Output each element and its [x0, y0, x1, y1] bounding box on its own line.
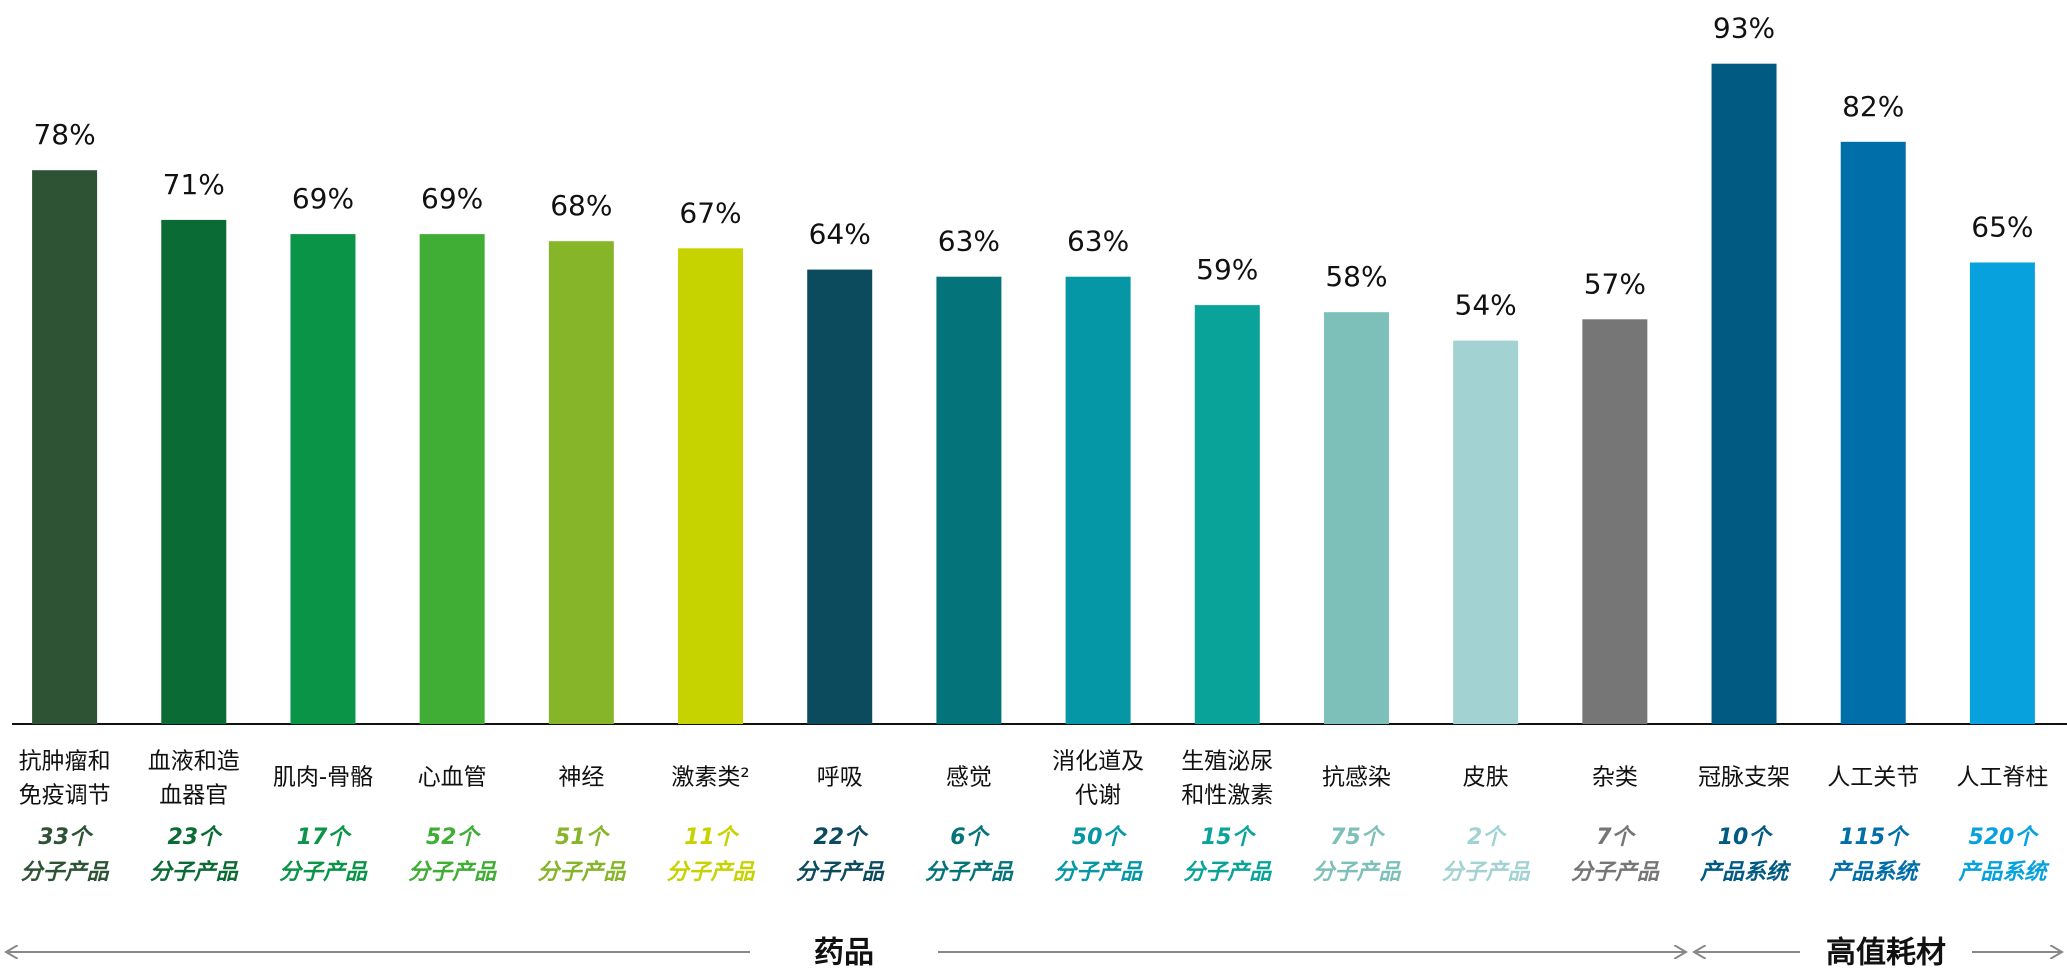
value-label: 71%	[163, 168, 225, 201]
x-tick-label: 感觉	[946, 765, 992, 791]
value-label: 64%	[809, 218, 871, 251]
product-count: 52个	[426, 824, 482, 850]
product-count: 分子产品	[925, 860, 1014, 885]
product-count: 分子产品	[1054, 860, 1143, 885]
x-tick-label: 和性激素	[1181, 783, 1273, 809]
x-tick-label: 激素类²	[671, 765, 749, 791]
product-count: 产品系统	[1699, 859, 1792, 885]
product-count: 33个	[38, 824, 94, 850]
x-tick-label: 抗感染	[1322, 765, 1391, 791]
x-tick-label: 杂类	[1592, 765, 1638, 791]
bar	[1194, 305, 1260, 724]
product-count: 22个	[813, 824, 869, 850]
x-tick-label: 肌肉-骨骼	[273, 765, 373, 791]
product-count: 分子产品	[796, 860, 885, 885]
value-label: 63%	[938, 225, 1000, 258]
x-tick-label: 皮肤	[1463, 765, 1509, 791]
value-label: 93%	[1713, 12, 1775, 45]
bar	[1323, 312, 1389, 724]
bar	[290, 234, 356, 724]
product-count: 10个	[1718, 824, 1774, 850]
product-count: 分子产品	[1183, 860, 1272, 885]
x-tick-label: 消化道及	[1052, 749, 1144, 775]
value-label: 68%	[550, 189, 612, 222]
bar	[1582, 319, 1648, 724]
x-tick-label: 血液和造	[148, 749, 240, 775]
product-count: 2个	[1467, 824, 1507, 850]
product-count: 分子产品	[408, 860, 497, 885]
product-count: 6个	[950, 824, 990, 850]
product-count: 分子产品	[537, 860, 626, 885]
product-count: 50个	[1072, 824, 1128, 850]
value-label: 69%	[421, 182, 483, 215]
product-count: 分子产品	[21, 860, 110, 885]
x-tick-label: 代谢	[1075, 783, 1121, 809]
product-count: 520个	[1968, 824, 2039, 850]
product-count: 产品系统	[1957, 859, 2050, 885]
x-tick-label: 心血管	[418, 765, 487, 791]
value-label: 63%	[1067, 225, 1129, 258]
bar	[1453, 340, 1519, 724]
x-tick-label: 血器官	[159, 783, 228, 809]
product-count: 23个	[167, 824, 223, 850]
value-label: 59%	[1196, 253, 1258, 286]
product-count: 51个	[555, 824, 611, 850]
product-count: 产品系统	[1828, 859, 1921, 885]
value-label: 54%	[1455, 289, 1517, 322]
bar	[807, 269, 873, 724]
product-count: 11个	[684, 824, 740, 850]
product-count: 分子产品	[1442, 860, 1531, 885]
product-count: 115个	[1839, 824, 1910, 850]
x-tick-label: 神经	[558, 765, 604, 791]
bar	[1711, 63, 1777, 724]
product-count: 75个	[1330, 824, 1386, 850]
product-count: 分子产品	[150, 860, 239, 885]
value-label: 65%	[1971, 211, 2033, 244]
x-tick-label: 人工脊柱	[1956, 765, 2048, 791]
x-tick-label: 生殖泌尿	[1181, 749, 1273, 775]
value-label: 58%	[1325, 260, 1387, 293]
bar	[419, 234, 485, 724]
value-label: 82%	[1842, 90, 1904, 123]
value-label: 67%	[679, 196, 741, 229]
bar	[548, 241, 614, 724]
bar	[936, 276, 1002, 724]
x-tick-label: 抗肿瘤和	[19, 749, 111, 775]
product-count: 分子产品	[1571, 860, 1660, 885]
value-label: 78%	[33, 118, 95, 151]
bar	[1065, 276, 1131, 724]
value-label: 57%	[1584, 267, 1646, 300]
product-count: 分子产品	[1312, 860, 1401, 885]
group-label: 高值耗材	[1826, 936, 1946, 971]
product-count: 7个	[1596, 824, 1636, 850]
bar	[1969, 262, 2035, 724]
bar	[1840, 141, 1906, 725]
bar	[161, 219, 227, 724]
x-tick-label: 人工关节	[1827, 765, 1919, 791]
bar	[678, 248, 744, 725]
product-count: 17个	[297, 824, 353, 850]
product-count: 15个	[1201, 824, 1257, 850]
product-count: 分子产品	[667, 860, 756, 885]
x-tick-label: 呼吸	[817, 765, 863, 791]
product-count: 分子产品	[279, 860, 368, 885]
group-label: 药品	[814, 936, 874, 971]
x-tick-label: 免疫调节	[19, 783, 111, 809]
bar	[32, 170, 98, 724]
x-tick-label: 冠脉支架	[1698, 765, 1790, 791]
value-label: 69%	[292, 182, 354, 215]
